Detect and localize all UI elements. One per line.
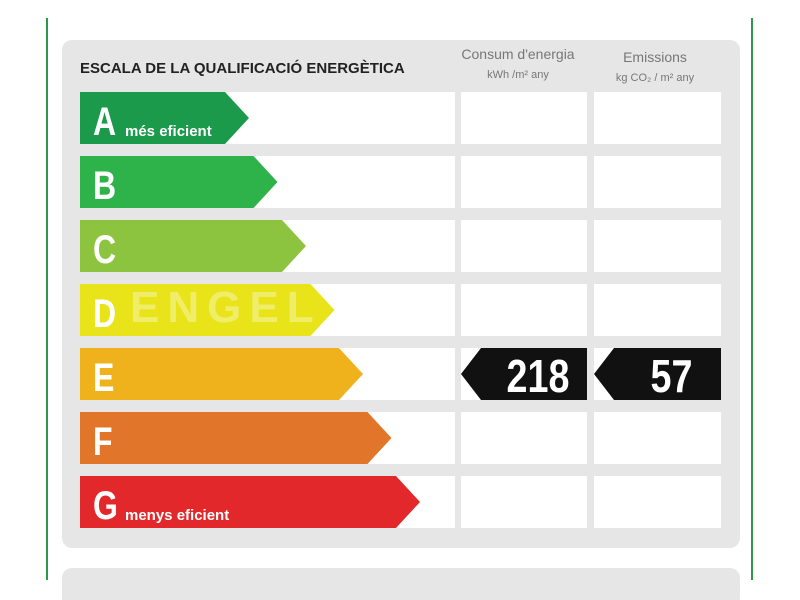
- value-cell: [461, 412, 587, 464]
- value-cell: [594, 476, 721, 528]
- rating-arrow: [80, 220, 306, 272]
- rating-arrow: [80, 156, 278, 208]
- rating-arrow: [80, 284, 335, 336]
- panel: [62, 568, 740, 600]
- value-cell: [594, 220, 721, 272]
- value-cell: [594, 284, 721, 336]
- value-cell: [461, 156, 587, 208]
- rating-arrow: [80, 348, 363, 400]
- rating-letter: B: [93, 163, 116, 208]
- rating-letter: F: [93, 419, 113, 464]
- rating-arrow: [80, 412, 392, 464]
- value-cell: [461, 92, 587, 144]
- rating-letter: D: [93, 291, 116, 336]
- current-value-arrow: [461, 348, 587, 400]
- rating-letter: A: [93, 99, 116, 144]
- column-unit: kWh /m² any: [487, 69, 549, 81]
- value-cell: [461, 476, 587, 528]
- column-title: Emissions: [623, 49, 687, 65]
- rating-arrow: [80, 92, 249, 144]
- rating-letter: G: [93, 483, 118, 528]
- rating-letter: E: [93, 355, 114, 400]
- column-title: Consum d'energia: [461, 46, 574, 62]
- rating-letter: C: [93, 227, 116, 272]
- value-cell: [461, 284, 587, 336]
- rating-label: més eficient: [125, 123, 212, 140]
- watermark: ENGEL: [130, 283, 322, 332]
- value-cell: [594, 92, 721, 144]
- current-value: 57: [651, 350, 693, 401]
- column-unit: kg CO₂ / m² any: [616, 72, 695, 84]
- current-value: 218: [507, 350, 570, 401]
- rating-arrow: [80, 476, 420, 528]
- value-cell: [461, 220, 587, 272]
- rating-label: menys eficient: [125, 507, 229, 524]
- value-cell: [594, 156, 721, 208]
- title: ESCALA DE LA QUALIFICACIÓ ENERGÈTICA: [80, 59, 405, 77]
- current-value-arrow: [594, 348, 721, 400]
- value-cell: [594, 412, 721, 464]
